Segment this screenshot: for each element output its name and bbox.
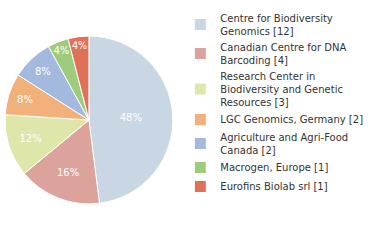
svg-text:4%: 4%	[54, 45, 69, 56]
svg-text:Eurofins Biolab srl [1]: Eurofins Biolab srl [1]	[220, 181, 327, 192]
svg-text:4%: 4%	[72, 40, 87, 51]
svg-text:8%: 8%	[35, 66, 51, 77]
svg-text:LGC Genomics, Germany [2]: LGC Genomics, Germany [2]	[220, 114, 363, 125]
svg-text:48%: 48%	[120, 112, 142, 123]
svg-text:Research Center inBiodiversity: Research Center inBiodiversity and Genet…	[220, 71, 343, 108]
svg-text:Macrogen, Europe [1]: Macrogen, Europe [1]	[220, 162, 328, 173]
svg-text:Agriculture and Agri-FoodCanad: Agriculture and Agri-FoodCanada [2]	[220, 132, 348, 156]
svg-text:Centre for BiodiversityGenomic: Centre for BiodiversityGenomics [12]	[220, 13, 333, 37]
svg-text:8%: 8%	[17, 94, 33, 105]
svg-text:12%: 12%	[19, 133, 41, 144]
svg-text:Canadian Centre for DNABarcodi: Canadian Centre for DNABarcoding [4]	[220, 42, 346, 66]
svg-text:16%: 16%	[57, 167, 79, 178]
